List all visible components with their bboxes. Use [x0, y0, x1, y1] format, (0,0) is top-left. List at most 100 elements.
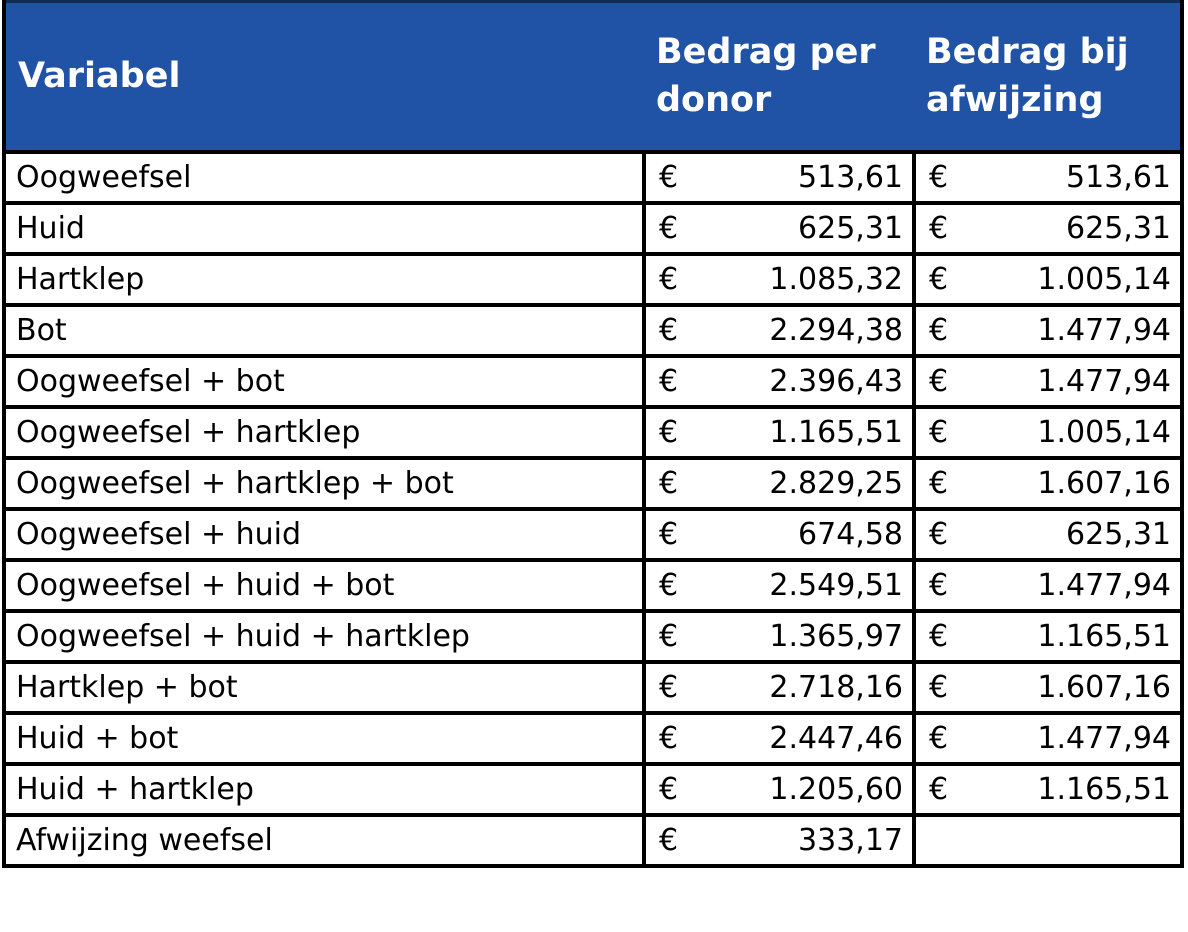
amount-value: 674,58 — [798, 516, 903, 552]
euro-symbol: € — [929, 720, 949, 756]
amount-per-donor-cell: €1.085,32 — [642, 251, 916, 307]
variable-cell: Oogweefsel + huid — [2, 506, 646, 562]
variable-cell: Oogweefsel + huid + bot — [2, 557, 646, 613]
amount-value: 2.447,46 — [769, 720, 903, 756]
euro-symbol: € — [929, 465, 949, 501]
euro-symbol: € — [659, 618, 679, 654]
variable-cell: Hartklep — [2, 251, 646, 307]
amount-afwijzing-cell: €1.477,94 — [912, 557, 1184, 613]
table-row: Bot €2.294,38 €1.477,94 — [2, 302, 1184, 358]
amount-per-donor-cell: €513,61 — [642, 149, 916, 205]
amount-value: 2.294,38 — [769, 312, 903, 348]
header-row: Variabel Bedrag per donor Bedrag bij afw… — [2, 0, 1184, 154]
amount-value: 1.607,16 — [1037, 669, 1171, 705]
amount-afwijzing-cell: €625,31 — [912, 200, 1184, 256]
amount-value: 1.165,51 — [1037, 618, 1171, 654]
amount-afwijzing-cell: €1.607,16 — [912, 659, 1184, 715]
euro-symbol: € — [929, 261, 949, 297]
amount-value: 2.396,43 — [769, 363, 903, 399]
table-row: Oogweefsel + bot €2.396,43 €1.477,94 — [2, 353, 1184, 409]
euro-symbol: € — [659, 465, 679, 501]
amount-value: 1.365,97 — [769, 618, 903, 654]
variable-cell: Oogweefsel + bot — [2, 353, 646, 409]
tariff-table: Variabel Bedrag per donor Bedrag bij afw… — [2, 0, 1184, 868]
amount-per-donor-cell: €1.205,60 — [642, 761, 916, 817]
euro-symbol: € — [659, 363, 679, 399]
amount-afwijzing-cell — [912, 812, 1184, 868]
amount-value: 1.085,32 — [769, 261, 903, 297]
amount-afwijzing-cell: €1.477,94 — [912, 353, 1184, 409]
variable-cell: Bot — [2, 302, 646, 358]
column-header-variabel: Variabel — [2, 0, 644, 154]
amount-value: 1.005,14 — [1037, 414, 1171, 450]
amount-per-donor-cell: €2.829,25 — [642, 455, 916, 511]
variable-cell: Oogweefsel + huid + hartklep — [2, 608, 646, 664]
variable-cell: Huid — [2, 200, 646, 256]
amount-per-donor-cell: €2.447,46 — [642, 710, 916, 766]
amount-value: 1.607,16 — [1037, 465, 1171, 501]
amount-afwijzing-cell: €1.477,94 — [912, 302, 1184, 358]
euro-symbol: € — [659, 669, 679, 705]
table-row: Oogweefsel + huid €674,58 €625,31 — [2, 506, 1184, 562]
table-row: Afwijzing weefsel €333,17 — [2, 812, 1184, 868]
table-row: Oogweefsel €513,61 €513,61 — [2, 149, 1184, 205]
amount-per-donor-cell: €674,58 — [642, 506, 916, 562]
amount-afwijzing-cell: €513,61 — [912, 149, 1184, 205]
table-row: Oogweefsel + hartklep €1.165,51 €1.005,1… — [2, 404, 1184, 460]
column-header-bedrag-bij-afwijzing: Bedrag bij afwijzing — [914, 0, 1184, 154]
column-header-bedrag-per-donor: Bedrag per donor — [644, 0, 914, 154]
variable-cell: Hartklep + bot — [2, 659, 646, 715]
euro-symbol: € — [659, 720, 679, 756]
euro-symbol: € — [659, 159, 679, 195]
euro-symbol: € — [659, 312, 679, 348]
amount-value: 1.005,14 — [1037, 261, 1171, 297]
amount-afwijzing-cell: €625,31 — [912, 506, 1184, 562]
euro-symbol: € — [929, 363, 949, 399]
amount-value: 2.549,51 — [769, 567, 903, 603]
table-row: Oogweefsel + huid + hartklep €1.365,97 €… — [2, 608, 1184, 664]
variable-cell: Oogweefsel + hartklep + bot — [2, 455, 646, 511]
amount-per-donor-cell: €2.396,43 — [642, 353, 916, 409]
amount-per-donor-cell: €625,31 — [642, 200, 916, 256]
amount-value: 2.829,25 — [769, 465, 903, 501]
euro-symbol: € — [659, 771, 679, 807]
amount-per-donor-cell: €333,17 — [642, 812, 916, 868]
euro-symbol: € — [929, 414, 949, 450]
amount-value: 625,31 — [1066, 210, 1171, 246]
variable-cell: Huid + bot — [2, 710, 646, 766]
variable-cell: Oogweefsel + hartklep — [2, 404, 646, 460]
variable-cell: Oogweefsel — [2, 149, 646, 205]
euro-symbol: € — [659, 414, 679, 450]
amount-value: 625,31 — [1066, 516, 1171, 552]
amount-value: 1.165,51 — [769, 414, 903, 450]
amount-afwijzing-cell: €1.607,16 — [912, 455, 1184, 511]
amount-value: 1.477,94 — [1037, 567, 1171, 603]
table-row: Oogweefsel + huid + bot €2.549,51 €1.477… — [2, 557, 1184, 613]
amount-afwijzing-cell: €1.165,51 — [912, 761, 1184, 817]
amount-afwijzing-cell: €1.165,51 — [912, 608, 1184, 664]
euro-symbol: € — [659, 822, 679, 858]
euro-symbol: € — [659, 261, 679, 297]
euro-symbol: € — [929, 669, 949, 705]
euro-symbol: € — [659, 516, 679, 552]
amount-value: 1.477,94 — [1037, 312, 1171, 348]
euro-symbol: € — [659, 567, 679, 603]
amount-value: 625,31 — [798, 210, 903, 246]
table-row: Huid + bot €2.447,46 €1.477,94 — [2, 710, 1184, 766]
amount-afwijzing-cell: €1.477,94 — [912, 710, 1184, 766]
amount-per-donor-cell: €1.365,97 — [642, 608, 916, 664]
amount-per-donor-cell: €2.294,38 — [642, 302, 916, 358]
euro-symbol: € — [929, 618, 949, 654]
euro-symbol: € — [929, 210, 949, 246]
table-row: Hartklep €1.085,32 €1.005,14 — [2, 251, 1184, 307]
euro-symbol: € — [929, 312, 949, 348]
amount-value: 1.205,60 — [769, 771, 903, 807]
amount-afwijzing-cell: €1.005,14 — [912, 251, 1184, 307]
amount-value: 513,61 — [1066, 159, 1171, 195]
variable-cell: Huid + hartklep — [2, 761, 646, 817]
amount-per-donor-cell: €2.718,16 — [642, 659, 916, 715]
euro-symbol: € — [929, 516, 949, 552]
variable-cell: Afwijzing weefsel — [2, 812, 646, 868]
amount-afwijzing-cell: €1.005,14 — [912, 404, 1184, 460]
amount-value: 513,61 — [798, 159, 903, 195]
